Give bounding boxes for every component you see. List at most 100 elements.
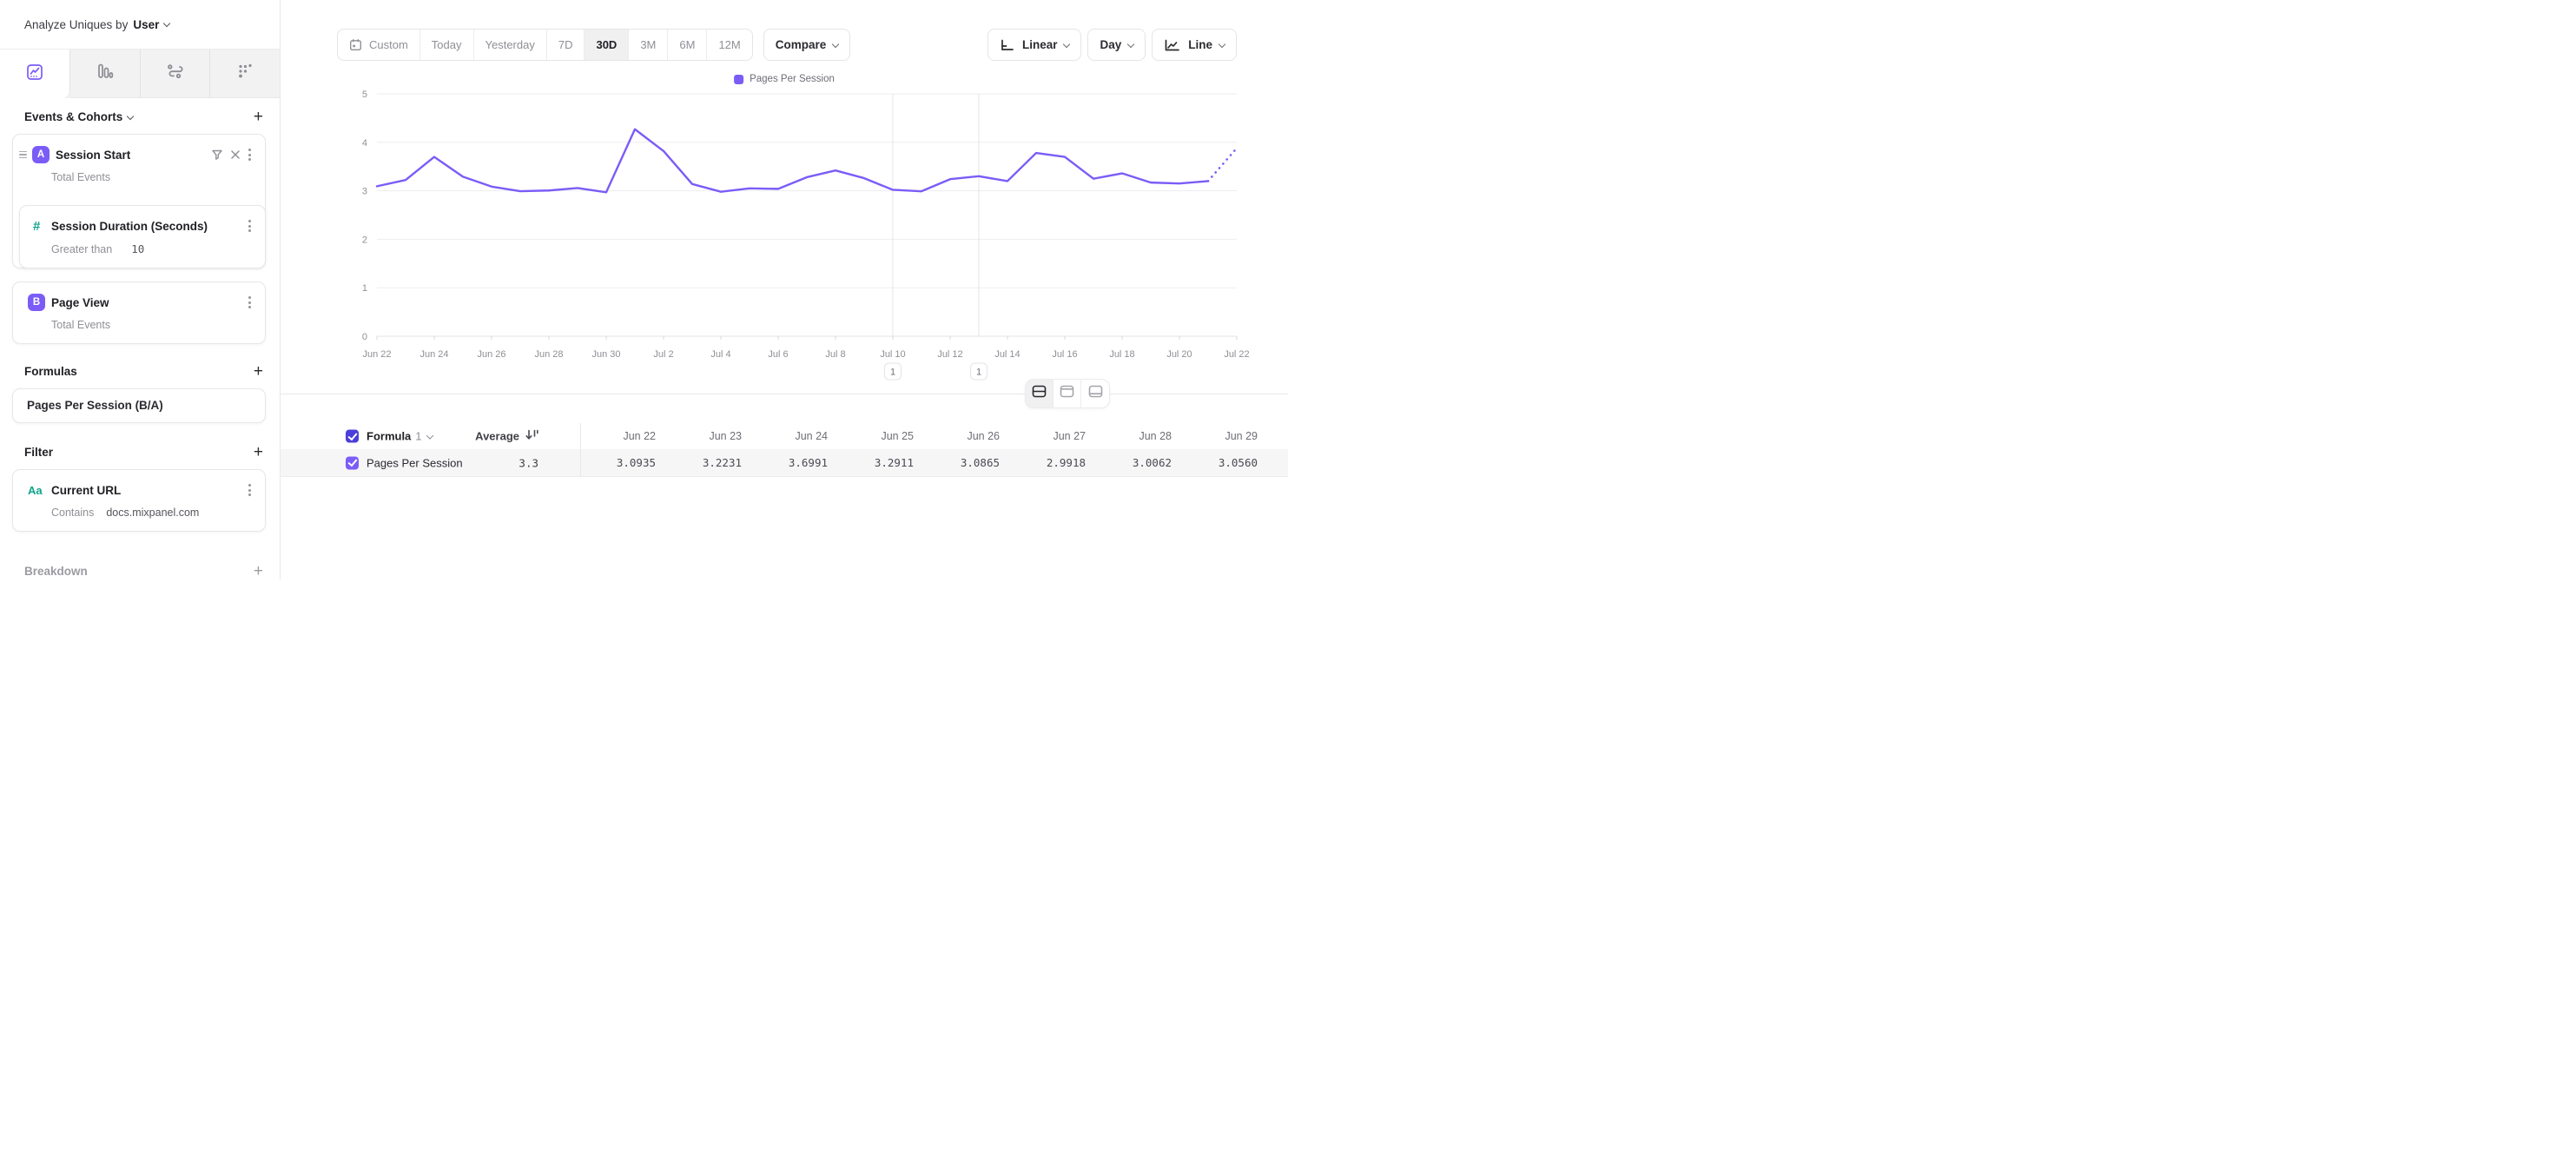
date-range-12m[interactable]: 12M xyxy=(718,38,741,51)
series-line-dotted-incomplete xyxy=(1206,147,1238,182)
number-property-icon: # xyxy=(33,218,41,234)
y-axis-label: 2 xyxy=(362,235,367,245)
event-letter-badge: A xyxy=(32,146,50,163)
compare-button[interactable]: Compare xyxy=(763,29,851,61)
filter-operator[interactable]: Contains xyxy=(51,507,95,519)
tab-funnels[interactable] xyxy=(69,50,141,98)
numeric-filter-card[interactable]: # Session Duration (Seconds) Greater tha… xyxy=(19,205,266,268)
chart-only-view-button[interactable] xyxy=(1054,380,1081,407)
string-property-icon: Aa xyxy=(28,483,43,497)
add-breakdown-button[interactable]: + xyxy=(253,561,263,580)
chart-type-button[interactable]: Line xyxy=(1152,29,1237,61)
date-column-header[interactable]: Jun 22 xyxy=(623,430,656,442)
formula-card[interactable]: Pages Per Session (B/A) xyxy=(12,388,266,423)
insights-chart-icon xyxy=(26,63,43,85)
annotation-badge-jul-13[interactable]: 1 xyxy=(970,362,987,381)
series-line-pages-per-session xyxy=(375,128,1210,194)
date-column-header[interactable]: Jun 25 xyxy=(881,430,914,442)
row-checkbox[interactable] xyxy=(346,456,359,469)
date-range-30d[interactable]: 30D xyxy=(585,30,630,60)
x-axis-label: Jul 22 xyxy=(1224,349,1249,360)
date-column-header[interactable]: Jun 27 xyxy=(1053,430,1086,442)
formula-group-dropdown[interactable]: Formula 1 xyxy=(367,430,433,443)
event-title[interactable]: Page View xyxy=(51,295,109,309)
date-value-cell: 3.0560 xyxy=(1218,456,1258,469)
query-builder-sidebar: Analyze Uniques by User xyxy=(0,0,281,580)
event-card-session-start[interactable]: A Session Start Total Events # xyxy=(12,134,266,268)
x-axis-label: Jul 8 xyxy=(825,349,845,360)
filter-menu-icon[interactable] xyxy=(244,481,255,499)
breakdown-section-header: Breakdown + xyxy=(24,561,263,580)
date-range-6m[interactable]: 6M xyxy=(668,30,708,60)
analyze-uniques-value[interactable]: User xyxy=(133,17,160,31)
date-column-header[interactable]: Jun 28 xyxy=(1139,430,1172,442)
scale-button[interactable]: Linear xyxy=(987,29,1082,61)
add-event-button[interactable]: + xyxy=(253,107,263,126)
x-axis-label: Jun 26 xyxy=(477,349,505,360)
tab-retention[interactable] xyxy=(210,50,280,98)
event-menu-icon[interactable] xyxy=(244,294,255,311)
view-toggle-group xyxy=(1025,379,1110,408)
chart-legend[interactable]: Pages Per Session xyxy=(734,74,835,84)
add-formula-button[interactable]: + xyxy=(253,361,263,381)
date-column-header[interactable]: Jun 24 xyxy=(795,430,828,442)
table-only-view-icon xyxy=(1088,385,1103,402)
date-value-cell: 3.2231 xyxy=(702,456,742,469)
event-title[interactable]: Session Start xyxy=(56,148,131,162)
filter-card-current-url[interactable]: Aa Current URL Contains docs.mixpanel.com xyxy=(12,469,266,532)
event-measure[interactable]: Total Events xyxy=(51,171,111,183)
date-range-today[interactable]: Today xyxy=(420,30,474,60)
filter-funnel-icon[interactable] xyxy=(208,147,227,162)
chevron-down-icon[interactable] xyxy=(163,19,171,28)
date-column-header[interactable]: Jun 23 xyxy=(709,430,742,442)
svg-text:1: 1 xyxy=(976,368,981,378)
date-range-7d[interactable]: 7D xyxy=(547,30,585,60)
chart-only-view-icon xyxy=(1060,385,1074,402)
numeric-filter-title[interactable]: Session Duration (Seconds) xyxy=(51,219,208,233)
select-all-checkbox[interactable] xyxy=(346,429,359,443)
date-value-cell: 3.0062 xyxy=(1132,456,1172,469)
table-header-row: Formula 1 Average Jun 22 Jun 23 Jun 24 Jun … xyxy=(281,423,1288,449)
date-value-cell: 3.0935 xyxy=(616,456,656,469)
calendar-icon xyxy=(349,38,362,51)
event-card-page-view[interactable]: B Page View Total Events xyxy=(12,281,266,344)
tab-insights[interactable] xyxy=(0,50,70,98)
query-sections: Events & Cohorts + A Session Start xyxy=(0,98,280,580)
event-menu-icon[interactable] xyxy=(244,146,255,163)
numeric-filter-operator[interactable]: Greater than xyxy=(51,243,113,255)
remove-event-icon[interactable] xyxy=(227,148,244,162)
date-range-selector: Custom Today Yesterday 7D 30D 3M 6M 12M xyxy=(337,29,753,61)
filter-title[interactable]: Current URL xyxy=(51,483,122,497)
date-column-header[interactable]: Jun 26 xyxy=(967,430,1000,442)
breakdown-section-title: Breakdown xyxy=(24,565,88,578)
numeric-filter-menu-icon[interactable] xyxy=(244,217,255,235)
events-section-title[interactable]: Events & Cohorts xyxy=(24,110,123,123)
sort-descending-icon xyxy=(525,429,538,444)
split-view-icon xyxy=(1032,385,1047,402)
tab-flows[interactable] xyxy=(140,50,211,98)
y-axis-label: 1 xyxy=(362,283,367,294)
x-axis-label: Jul 20 xyxy=(1166,349,1192,360)
date-range-yesterday[interactable]: Yesterday xyxy=(474,30,547,60)
numeric-filter-value[interactable]: 10 xyxy=(131,242,145,255)
filter-value[interactable]: docs.mixpanel.com xyxy=(106,507,200,519)
average-sort-header[interactable]: Average xyxy=(475,429,538,444)
add-filter-button[interactable]: + xyxy=(253,442,263,461)
filter-section-title: Filter xyxy=(24,446,54,459)
date-range-custom[interactable]: Custom xyxy=(338,30,420,60)
table-row[interactable]: Pages Per Session 3.3 3.0935 3.2231 3.6991… xyxy=(281,449,1288,477)
split-view-button[interactable] xyxy=(1026,380,1054,407)
line-chart[interactable]: 0 1 2 3 4 5 Jun 22 Jun 24 Jun 26 Jun 28 Jun 30 Jul … xyxy=(281,83,1288,382)
y-axis-label: 5 xyxy=(362,89,367,100)
interval-button[interactable]: Day xyxy=(1087,29,1146,61)
event-measure[interactable]: Total Events xyxy=(51,319,111,331)
date-range-3m[interactable]: 3M xyxy=(629,30,669,60)
table-only-view-button[interactable] xyxy=(1081,380,1109,407)
annotation-badge-jul-10[interactable]: 1 xyxy=(884,362,902,381)
chevron-down-icon[interactable] xyxy=(127,112,135,120)
date-column-header[interactable]: Jun 29 xyxy=(1225,430,1258,442)
x-axis-label: Jul 14 xyxy=(994,349,1020,360)
date-value-cell: 3.6991 xyxy=(788,456,828,469)
row-series-name: Pages Per Session xyxy=(367,456,463,469)
drag-handle-icon[interactable] xyxy=(19,150,27,159)
